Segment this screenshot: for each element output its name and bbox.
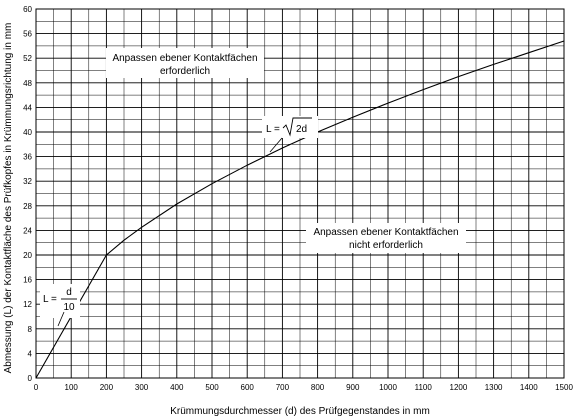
x-tick-label: 0 — [34, 383, 39, 392]
y-tick-label: 56 — [23, 30, 32, 39]
plot-frame — [35, 8, 565, 379]
y-tick-label: 32 — [23, 177, 32, 186]
annotation-lower-line1: Anpassen ebener Kontaktfächen — [313, 227, 458, 238]
y-tick-label: 24 — [23, 226, 32, 235]
x-tick-label: 200 — [100, 383, 114, 392]
x-tick-label: 700 — [276, 383, 290, 392]
formula-sqrt-radicand: 2d — [296, 124, 307, 135]
x-tick-label: 500 — [205, 383, 219, 392]
x-tick-label: 800 — [311, 383, 325, 392]
y-tick-label: 44 — [23, 103, 32, 112]
annotation-lower-line2: nicht erforderlich — [349, 240, 423, 251]
x-tick-label: 1000 — [379, 383, 397, 392]
x-tick-label: 300 — [135, 383, 149, 392]
y-tick-label: 4 — [28, 349, 33, 358]
formula-linear-numerator: d — [66, 287, 72, 298]
y-tick-label: 40 — [23, 128, 32, 137]
x-tick-label: 400 — [170, 383, 184, 392]
y-tick-label: 12 — [23, 300, 32, 309]
annotation-upper-line2: erforderlich — [160, 66, 210, 77]
y-tick-label: 60 — [23, 5, 32, 14]
y-tick-label: 48 — [23, 79, 32, 88]
formula-linear: L = d 10 — [40, 284, 80, 327]
x-axis-label: Krümmungsdurchmesser (d) des Prüfgegenst… — [170, 406, 430, 417]
annotation-lower: Anpassen ebener Kontaktfächen nicht erfo… — [306, 223, 466, 253]
x-tick-labels: 0 100 200 300 400 500 600 700 800 900 1000 1100 1200… — [34, 383, 574, 392]
x-tick-label: 1500 — [555, 383, 573, 392]
annotation-upper: Anpassen ebener Kontaktfächen erforderli… — [106, 48, 264, 78]
formula-linear-leader — [57, 311, 65, 327]
x-tick-label: 900 — [346, 383, 360, 392]
radical-sign — [282, 117, 312, 137]
y-tick-label: 20 — [23, 251, 32, 260]
x-tick-label: 100 — [65, 383, 79, 392]
x-tick-label: 1100 — [415, 383, 433, 392]
y-tick-label: 0 — [28, 374, 33, 383]
x-tick-label: 1300 — [485, 383, 503, 392]
x-tick-label: 600 — [241, 383, 255, 392]
formula-linear-lhs: L = — [43, 294, 57, 305]
y-axis-label: Abmessung (L) der Kontaktfläche des Prüf… — [3, 23, 14, 374]
y-tick-label: 16 — [23, 276, 32, 285]
y-tick-label: 8 — [28, 325, 33, 334]
x-tick-label: 1400 — [520, 383, 538, 392]
x-tick-label: 1200 — [450, 383, 468, 392]
y-tick-label: 28 — [23, 202, 32, 211]
y-tick-label: 36 — [23, 153, 32, 162]
formula-linear-denominator: 10 — [63, 302, 75, 313]
formula-sqrt: L = 2d — [262, 116, 318, 153]
y-tick-label: 52 — [23, 54, 32, 63]
formula-sqrt-leader — [269, 137, 283, 153]
annotation-upper-line1: Anpassen ebener Kontaktfächen — [112, 53, 257, 64]
formula-sqrt-lhs: L = — [266, 124, 280, 135]
